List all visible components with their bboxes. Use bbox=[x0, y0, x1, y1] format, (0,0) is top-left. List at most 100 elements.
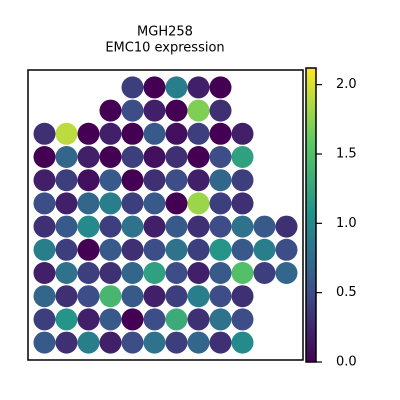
spot bbox=[77, 285, 100, 308]
spot bbox=[143, 238, 166, 261]
spot bbox=[143, 146, 166, 168]
colorbar bbox=[305, 67, 317, 363]
spot bbox=[253, 215, 276, 238]
spot bbox=[99, 238, 122, 261]
colorbar-tick-label: 0.0 bbox=[336, 355, 357, 370]
spot bbox=[99, 262, 122, 284]
spot bbox=[165, 192, 188, 215]
spot bbox=[121, 192, 144, 215]
spot bbox=[143, 192, 166, 215]
spot bbox=[165, 76, 188, 99]
spot bbox=[187, 192, 210, 215]
spot bbox=[99, 308, 122, 331]
spot bbox=[187, 285, 210, 308]
spot bbox=[231, 285, 254, 308]
spot bbox=[77, 262, 100, 284]
spot bbox=[209, 215, 232, 238]
spot bbox=[209, 238, 232, 261]
spot bbox=[121, 331, 144, 354]
spot bbox=[165, 331, 188, 354]
spot bbox=[33, 238, 56, 261]
spot bbox=[253, 262, 276, 284]
spot bbox=[143, 262, 166, 284]
spot bbox=[165, 285, 188, 308]
spot bbox=[231, 238, 254, 261]
spot bbox=[187, 238, 210, 261]
spot bbox=[33, 215, 56, 238]
spot bbox=[55, 238, 78, 261]
spot bbox=[143, 76, 166, 99]
axes-frame bbox=[27, 69, 304, 361]
spot bbox=[231, 169, 254, 192]
spot bbox=[121, 76, 144, 99]
spot bbox=[143, 285, 166, 308]
spot bbox=[55, 169, 78, 192]
spot bbox=[99, 146, 122, 168]
spot bbox=[121, 169, 144, 192]
spot bbox=[33, 122, 56, 145]
colorbar-tick-label: 0.5 bbox=[336, 285, 357, 300]
spot bbox=[231, 122, 254, 145]
spot bbox=[121, 215, 144, 238]
spot bbox=[55, 146, 78, 168]
spot bbox=[55, 122, 78, 145]
plot-area bbox=[33, 76, 298, 354]
spot bbox=[99, 122, 122, 145]
spot bbox=[231, 215, 254, 238]
spot bbox=[77, 122, 100, 145]
spot bbox=[55, 285, 78, 308]
spot bbox=[209, 146, 232, 168]
spot bbox=[275, 262, 298, 284]
spot bbox=[209, 122, 232, 145]
spot bbox=[121, 285, 144, 308]
spot bbox=[209, 99, 232, 122]
spot bbox=[143, 331, 166, 354]
spot bbox=[187, 215, 210, 238]
spot bbox=[209, 192, 232, 215]
spot bbox=[143, 99, 166, 122]
spot bbox=[209, 76, 232, 99]
spot bbox=[55, 262, 78, 284]
spot bbox=[33, 192, 56, 215]
spot bbox=[187, 331, 210, 354]
spot bbox=[33, 285, 56, 308]
spot bbox=[209, 331, 232, 354]
spot bbox=[187, 262, 210, 284]
spot bbox=[99, 331, 122, 354]
spot bbox=[77, 192, 100, 215]
spot bbox=[275, 238, 298, 261]
spot bbox=[55, 192, 78, 215]
spot bbox=[33, 331, 56, 354]
spot bbox=[77, 215, 100, 238]
spot bbox=[33, 146, 56, 168]
spot bbox=[99, 285, 122, 308]
spot bbox=[143, 308, 166, 331]
spot bbox=[165, 169, 188, 192]
spot bbox=[77, 331, 100, 354]
spot bbox=[231, 308, 254, 331]
spot bbox=[165, 99, 188, 122]
spot bbox=[187, 308, 210, 331]
spot bbox=[55, 331, 78, 354]
colorbar-tick-label: 2.0 bbox=[336, 77, 357, 92]
spot bbox=[165, 262, 188, 284]
spot bbox=[165, 238, 188, 261]
colorbar-tick-label: 1.5 bbox=[336, 146, 357, 161]
spot bbox=[33, 169, 56, 192]
spot bbox=[231, 262, 254, 284]
spot bbox=[99, 192, 122, 215]
spot bbox=[187, 122, 210, 145]
spot bbox=[187, 76, 210, 99]
spot bbox=[121, 99, 144, 122]
spot bbox=[99, 169, 122, 192]
spot bbox=[33, 308, 56, 331]
spot bbox=[209, 308, 232, 331]
spot bbox=[55, 308, 78, 331]
spot bbox=[143, 215, 166, 238]
colorbar-tick-label: 1.0 bbox=[336, 216, 357, 231]
spot bbox=[209, 262, 232, 284]
spot bbox=[231, 192, 254, 215]
spot bbox=[121, 308, 144, 331]
spot bbox=[33, 262, 56, 284]
